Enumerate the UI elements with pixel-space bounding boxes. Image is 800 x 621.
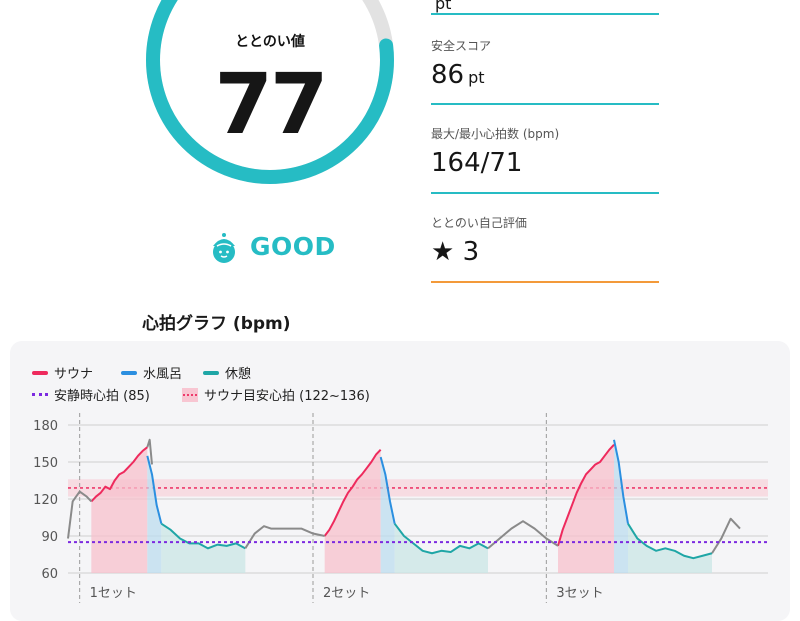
series-line [323, 448, 382, 537]
legend-sauna-target: サウナ目安心拍 (122~136) [182, 385, 370, 404]
stat-value: 3 [462, 237, 480, 267]
y-tick-label: 60 [41, 567, 58, 582]
series-line [146, 455, 163, 524]
legend-swatch [182, 387, 198, 402]
y-tick-label: 120 [33, 493, 58, 508]
stat-label: 最大/最小心拍数 (bpm) [431, 127, 560, 141]
set-label: 2セット [323, 586, 370, 601]
legend-label: サウナ目安心拍 (122~136) [204, 389, 370, 404]
heart-graph-card: サウナ 水風呂 休憩 安静時心拍 (85) サウナ目安心拍 (122~136) … [10, 341, 790, 621]
stat-divider [431, 103, 659, 105]
series-line [379, 456, 396, 524]
stat-unit: pt [468, 68, 485, 87]
score-label: ととのい値 [235, 34, 305, 50]
y-tick-label: 90 [41, 530, 58, 545]
series-line [627, 523, 713, 560]
heart-graph-title: 心拍グラフ (bpm) [142, 314, 291, 334]
legend-label: 安静時心拍 (85) [54, 389, 150, 404]
series-area [394, 523, 488, 573]
legend-swatch [32, 393, 48, 396]
series-line [557, 444, 615, 547]
stat-divider [431, 192, 659, 194]
legend-sauna: サウナ [32, 363, 93, 382]
series-area [380, 457, 395, 573]
stat-safety-score: 安全スコア 86 pt [431, 37, 659, 105]
series-line [90, 446, 148, 503]
series-area [324, 449, 381, 573]
series-line [613, 439, 629, 524]
legend-label: 休憩 [225, 367, 252, 382]
series-area [161, 523, 246, 573]
series-line [160, 522, 246, 550]
legend-swatch [121, 370, 137, 375]
stat-divider [431, 281, 659, 283]
series-line [393, 523, 489, 555]
score-value: 77 [214, 55, 329, 153]
legend-label: サウナ [54, 367, 94, 382]
series-area [558, 444, 614, 573]
set-label: 3セット [556, 586, 603, 601]
stat-divider [431, 13, 659, 15]
heart-rate-chart: 180 150 120 90 60 1セット 2セット 3セット [33, 413, 768, 603]
legend-mizuburo: 水風呂 [121, 363, 182, 382]
series-line [711, 517, 741, 554]
legend-resting-hr: 安静時心拍 (85) [32, 385, 150, 404]
status-text: GOOD [250, 232, 336, 261]
stat-label: ととのい自己評価 [431, 216, 527, 230]
stat-top-unit: pt [435, 0, 452, 13]
sauna-hat-icon [213, 233, 235, 263]
y-tick-label: 180 [33, 419, 58, 434]
series-area [628, 523, 712, 573]
series-line [67, 490, 93, 539]
stat-self-rating: ととのい自己評価 ★ 3 [431, 214, 659, 283]
star-icon: ★ [431, 237, 455, 267]
stat-value: 164/71 [431, 148, 523, 178]
score-ring [146, 0, 394, 184]
series-area [91, 447, 148, 573]
series-area [147, 455, 162, 573]
series-area [614, 439, 628, 573]
legend-swatch [32, 370, 48, 375]
stat-value: 86 [431, 60, 465, 90]
stat-label: 安全スコア [431, 39, 492, 53]
legend-label: 水風呂 [143, 367, 183, 382]
legend-rest: 休憩 [203, 363, 251, 382]
stat-top: pt [431, 0, 659, 16]
y-tick-label: 150 [33, 456, 58, 471]
set-label: 1セット [90, 586, 137, 601]
series-line [146, 438, 153, 465]
legend-swatch [203, 370, 219, 375]
stat-heart-rate: 最大/最小心拍数 (bpm) 164/71 [431, 125, 659, 194]
series-line [244, 525, 325, 549]
series-line [487, 520, 559, 550]
